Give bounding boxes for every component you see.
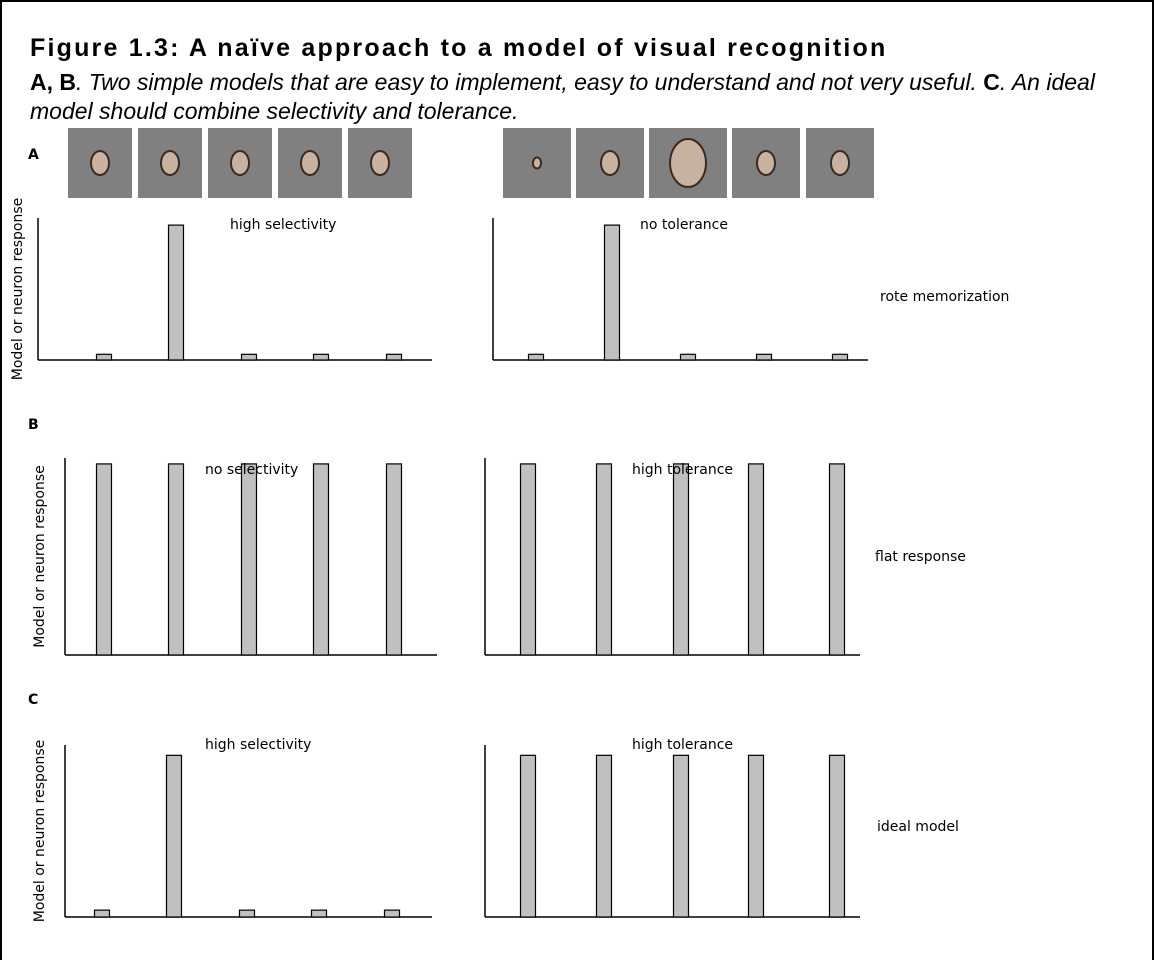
y-axis-label: Model or neuron response xyxy=(32,740,48,923)
annotation: high selectivity xyxy=(230,217,336,233)
bar xyxy=(312,910,327,917)
face xyxy=(601,151,619,175)
y-axis-label: Model or neuron response xyxy=(32,465,48,648)
annotation: no tolerance xyxy=(640,217,728,233)
bar xyxy=(385,910,400,917)
face xyxy=(91,151,109,175)
row-label: rote memorization xyxy=(880,289,1009,305)
face xyxy=(161,151,179,175)
bar xyxy=(314,354,329,360)
bar xyxy=(387,354,402,360)
bar xyxy=(387,464,402,655)
bar xyxy=(529,354,544,360)
row-label: flat response xyxy=(875,549,966,565)
bar xyxy=(169,464,184,655)
bar xyxy=(521,755,536,917)
bar xyxy=(167,755,182,917)
face xyxy=(231,151,249,175)
bar xyxy=(749,755,764,917)
bar xyxy=(605,225,620,360)
y-axis-label: Model or neuron response xyxy=(10,198,26,381)
panel-label: B xyxy=(28,417,39,433)
face xyxy=(831,151,849,175)
panel-label: A xyxy=(28,147,39,163)
face xyxy=(533,158,541,169)
annotation: high selectivity xyxy=(205,737,311,753)
bar xyxy=(757,354,772,360)
bar xyxy=(674,464,689,655)
bar xyxy=(242,464,257,655)
bar xyxy=(314,464,329,655)
face xyxy=(670,139,706,187)
bar xyxy=(749,464,764,655)
figure-page: Figure 1.3: A naïve approach to a model … xyxy=(0,0,1154,960)
bar xyxy=(830,464,845,655)
bar xyxy=(674,755,689,917)
bar xyxy=(97,354,112,360)
bar xyxy=(597,464,612,655)
face xyxy=(757,151,775,175)
face xyxy=(301,151,319,175)
annotation: high tolerance xyxy=(632,737,733,753)
bar xyxy=(169,225,184,360)
bar xyxy=(240,910,255,917)
bar xyxy=(681,354,696,360)
row-label: ideal model xyxy=(877,819,959,835)
face-images xyxy=(68,128,874,198)
charts: Arote memorization Bflat response Cideal m… xyxy=(0,0,1154,960)
annotation: high tolerance xyxy=(632,462,733,478)
bar xyxy=(97,464,112,655)
bar xyxy=(597,755,612,917)
bar xyxy=(242,354,257,360)
bar xyxy=(830,755,845,917)
annotation: no selectivity xyxy=(205,462,298,478)
face xyxy=(371,151,389,175)
bar xyxy=(521,464,536,655)
bar xyxy=(833,354,848,360)
panel-label: C xyxy=(28,692,38,708)
bar xyxy=(95,910,110,917)
